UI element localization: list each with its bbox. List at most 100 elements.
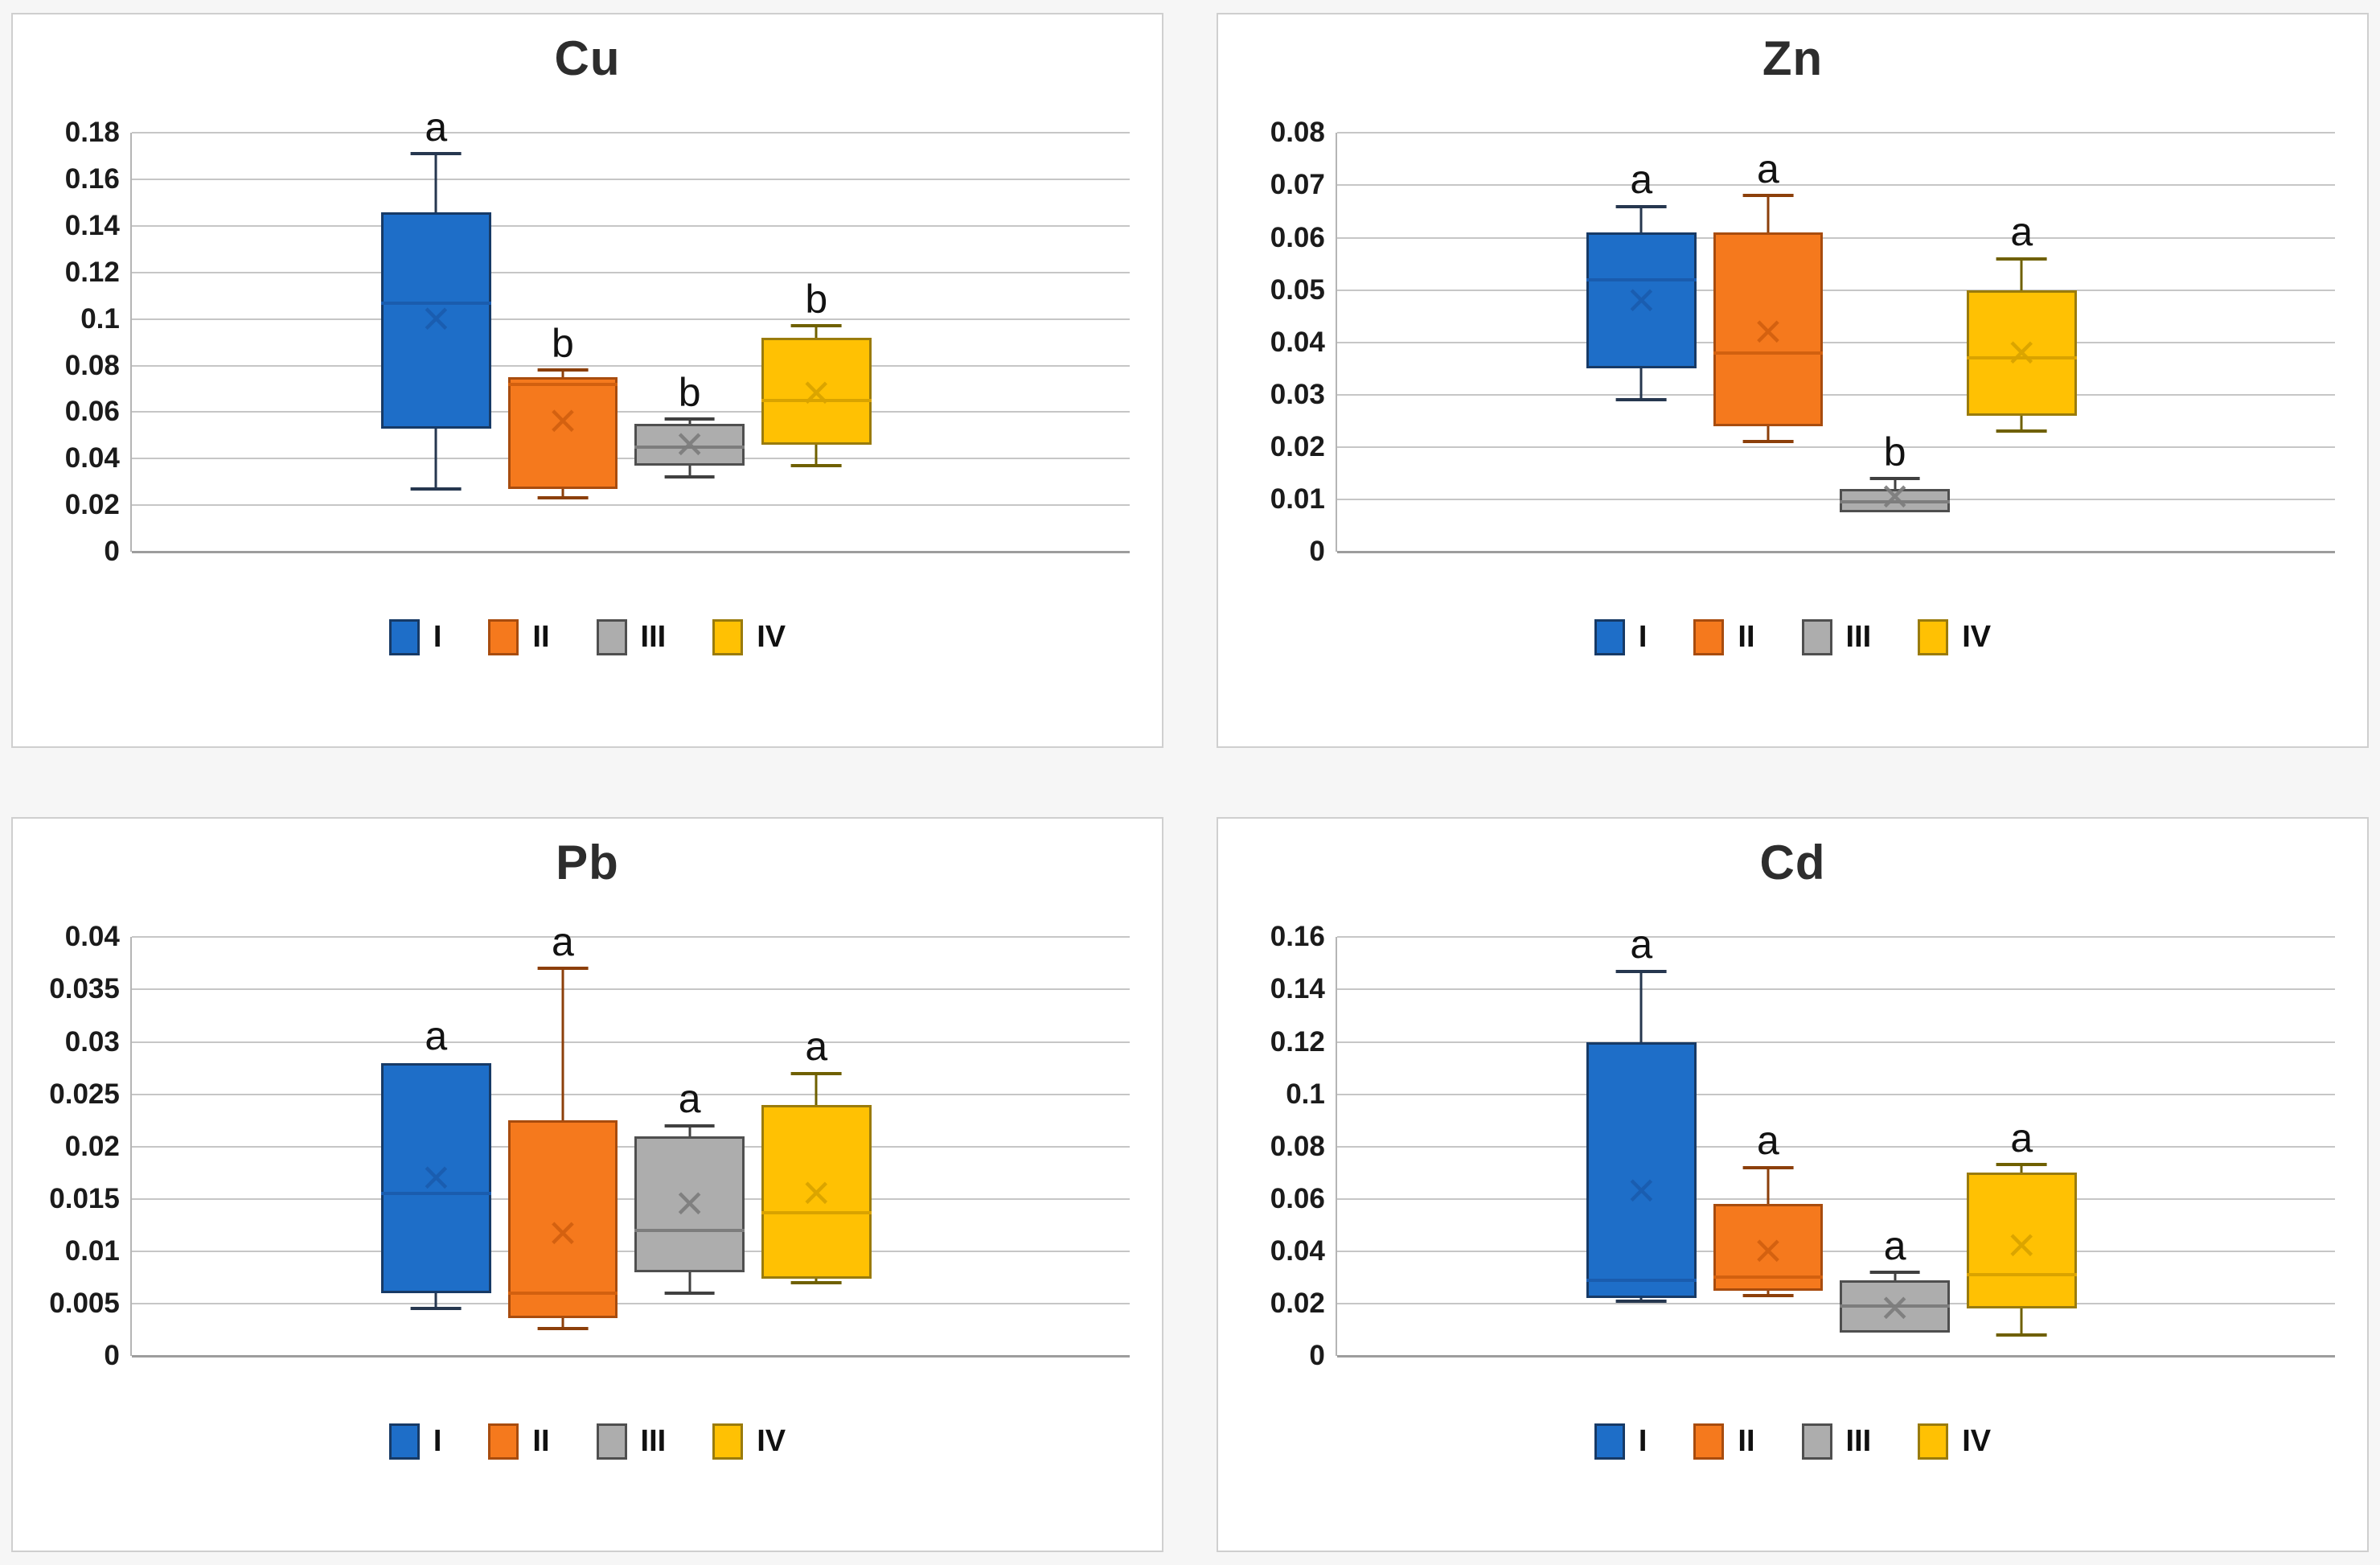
legend-item-III: III	[596, 618, 666, 655]
significance-letter: a	[678, 1076, 701, 1122]
y-axis-tick: 0.12	[64, 256, 120, 288]
gridline	[131, 458, 1130, 460]
plot-area-cu: 0.18 0.16 0.14 0.12 0.1 0.08 0.06 0.04 0.02 0 × a × b…	[65, 107, 1130, 567]
y-axis-tick: 0.08	[1270, 1130, 1325, 1162]
significance-letter: b	[678, 369, 701, 415]
box-group-I: × a	[381, 937, 491, 1356]
box-IV	[761, 1104, 872, 1279]
significance-letter: a	[1757, 146, 1779, 192]
legend-swatch-IV	[1918, 1423, 1949, 1460]
lower-whisker-cap	[1615, 398, 1667, 402]
lower-whisker	[2020, 415, 2023, 432]
lower-whisker-cap	[410, 487, 462, 491]
upper-whisker-cap	[664, 417, 715, 421]
plot-area-zn: 0.08 0.07 0.06 0.05 0.04 0.03 0.02 0.01 0 × a × a × b ×…	[1270, 117, 2335, 567]
box-group-II: × b	[507, 133, 618, 552]
gridline	[131, 1197, 1130, 1200]
y-axis-tick: 0.16	[1270, 921, 1325, 953]
mean-marker: ×	[1880, 1280, 1910, 1337]
y-axis-tick: 0.14	[64, 210, 120, 242]
lower-whisker	[434, 1292, 437, 1309]
mean-marker: ×	[1627, 272, 1656, 328]
legend: I II III IV	[1218, 1423, 2367, 1460]
upper-whisker	[434, 154, 437, 212]
plot-area-pb: 0.04 0.035 0.03 0.025 0.02 0.015 0.01 0.005 0 × a ×…	[49, 921, 1130, 1371]
upper-whisker	[561, 370, 564, 378]
lower-whisker	[815, 1278, 818, 1283]
upper-whisker-cap	[790, 324, 842, 328]
upper-whisker-cap	[537, 967, 589, 971]
median-line	[507, 1291, 618, 1295]
gridline	[131, 411, 1130, 413]
median-line	[1586, 277, 1697, 281]
upper-whisker-cap	[664, 1123, 715, 1128]
lower-whisker	[561, 488, 564, 499]
legend-label: IV	[757, 619, 786, 654]
legend-item-I: I	[1594, 1423, 1647, 1460]
upper-whisker	[815, 1073, 818, 1105]
y-axis-tick: 0	[1309, 535, 1325, 567]
lower-whisker	[1767, 1290, 1770, 1296]
upper-whisker-cap	[410, 152, 462, 156]
gridline	[131, 1250, 1130, 1252]
y-axis-tick: 0.14	[1270, 973, 1325, 1005]
legend-item-II: II	[488, 618, 550, 655]
legend-swatch-IV	[712, 1423, 744, 1460]
box-II	[1713, 232, 1824, 426]
gridline	[1336, 393, 2335, 396]
y-axis-tick: 0.07	[1270, 169, 1325, 201]
legend-item-II: II	[1693, 1423, 1755, 1460]
median-line	[761, 1210, 872, 1214]
significance-letter: b	[1883, 429, 1906, 474]
legend-swatch-III	[596, 618, 627, 655]
box-II	[507, 377, 618, 489]
median-line	[634, 445, 745, 449]
legend-label: IV	[757, 1423, 786, 1458]
box-group-II: × a	[1713, 937, 1824, 1356]
box-group-II: × a	[507, 922, 618, 1356]
gridline	[1336, 1302, 2335, 1304]
legend-swatch-III	[596, 1423, 627, 1460]
box-group-III: × b	[634, 133, 745, 552]
legend-label: II	[532, 1423, 550, 1458]
significance-letter: b	[552, 321, 574, 367]
legend-label: IV	[1962, 1423, 1992, 1458]
significance-letter: b	[805, 277, 828, 322]
legend-label: I	[1638, 619, 1648, 654]
box-III	[634, 1136, 745, 1272]
upper-whisker	[1767, 195, 1770, 233]
legend-label: III	[1845, 1423, 1872, 1458]
legend-item-IV: IV	[712, 618, 786, 655]
y-axis-tick: 0	[104, 535, 120, 567]
box-group-I: × a	[1586, 924, 1697, 1356]
median-line	[381, 301, 491, 305]
gridline	[131, 271, 1130, 273]
lower-whisker	[1767, 425, 1770, 442]
median-line	[1966, 356, 2077, 360]
gridline	[131, 1041, 1130, 1043]
upper-whisker-cap	[1996, 257, 2047, 261]
significance-letter: a	[1630, 922, 1653, 967]
lower-whisker	[688, 1271, 691, 1293]
chart-title: Zn	[1762, 31, 1824, 85]
lower-whisker-cap	[790, 1280, 842, 1284]
y-axis-tick: 0	[1309, 1339, 1325, 1371]
legend-label: I	[433, 1423, 442, 1458]
x-axis-line	[1336, 550, 2335, 553]
gridline	[131, 1145, 1130, 1148]
lower-whisker-cap	[664, 475, 715, 479]
legend-label: III	[640, 1423, 667, 1458]
box-group-III: × b	[1840, 133, 1950, 552]
gridline	[131, 936, 1130, 939]
lower-whisker-cap	[1996, 429, 2047, 433]
upper-whisker	[1639, 971, 1643, 1042]
y-axis-tick: 0.16	[64, 163, 120, 195]
mean-marker: ×	[1627, 1162, 1656, 1218]
box-IV	[761, 337, 872, 445]
mean-marker: ×	[548, 393, 578, 449]
y-axis-tick: 0.04	[1270, 326, 1325, 358]
gridline	[1336, 1250, 2335, 1252]
legend-label: II	[1738, 619, 1755, 654]
legend-label: II	[1738, 1423, 1755, 1458]
mean-marker: ×	[1880, 468, 1910, 524]
